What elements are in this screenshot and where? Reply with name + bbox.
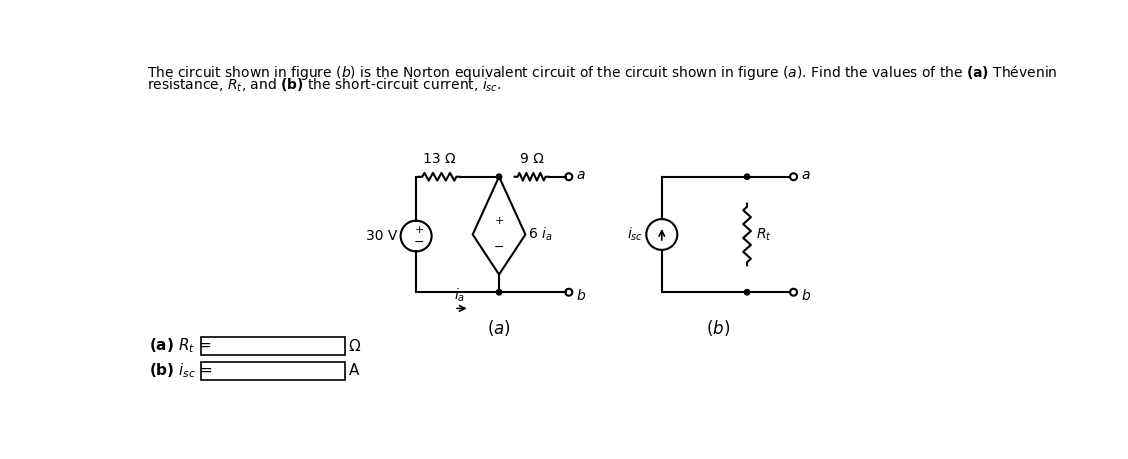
Text: $6\ i_a$: $6\ i_a$: [529, 226, 553, 243]
Text: $b$: $b$: [575, 288, 585, 303]
Text: $(a)$: $(a)$: [487, 318, 511, 338]
Text: $b$: $b$: [801, 288, 811, 303]
FancyBboxPatch shape: [202, 362, 345, 380]
Text: $\mathbf{(a)}$ $R_t$ =: $\mathbf{(a)}$ $R_t$ =: [149, 337, 211, 355]
Text: $R_t$: $R_t$: [757, 226, 772, 243]
Text: 30 V: 30 V: [367, 229, 397, 243]
Circle shape: [744, 174, 750, 179]
Text: A: A: [349, 363, 359, 378]
Text: $(b)$: $(b)$: [706, 318, 731, 338]
Text: +: +: [414, 225, 424, 235]
FancyBboxPatch shape: [202, 337, 345, 355]
Text: $i_a$: $i_a$: [453, 286, 465, 304]
Text: $a$: $a$: [575, 168, 585, 182]
Text: 13 Ω: 13 Ω: [423, 152, 456, 166]
Circle shape: [496, 174, 502, 179]
Text: $a$: $a$: [801, 168, 810, 182]
Text: 9 Ω: 9 Ω: [520, 152, 544, 166]
Text: resistance, $R_t$, and $\mathbf{(b)}$ the short-circuit current, $i_{sc}$.: resistance, $R_t$, and $\mathbf{(b)}$ th…: [147, 77, 502, 94]
Text: +: +: [494, 216, 504, 226]
Text: $i_{sc}$: $i_{sc}$: [627, 226, 643, 243]
Circle shape: [744, 290, 750, 295]
Text: $\mathbf{(b)}$ $i_{sc}$ =: $\mathbf{(b)}$ $i_{sc}$ =: [149, 361, 212, 380]
Text: Ω: Ω: [349, 339, 361, 353]
Text: The circuit shown in figure ($b$) is the Norton equivalent circuit of the circui: The circuit shown in figure ($b$) is the…: [147, 63, 1058, 82]
Circle shape: [496, 290, 502, 295]
Text: −: −: [494, 241, 504, 254]
Text: −: −: [414, 235, 424, 249]
